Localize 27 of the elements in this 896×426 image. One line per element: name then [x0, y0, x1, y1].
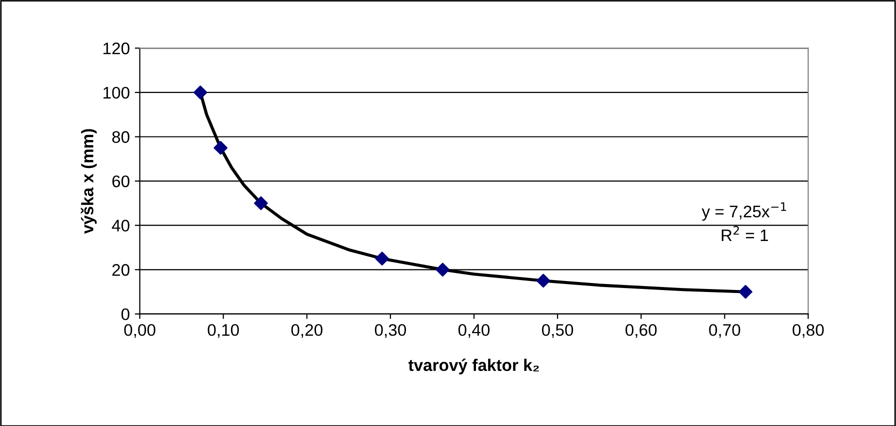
y-tick-label: 100 — [104, 86, 130, 99]
point — [254, 196, 268, 210]
x-tick-label: 0,80 — [792, 324, 824, 338]
annotation: R$^{2}$ = 1 — [722, 226, 768, 242]
y-tick-label: 40 — [112, 220, 130, 232]
y-tick-label: 120 — [104, 42, 130, 54]
y-tick-label: 0 — [121, 308, 130, 320]
point — [375, 252, 389, 266]
point — [536, 274, 550, 288]
y-tick-label: 60 — [112, 175, 130, 188]
x-tick-label: 0,30 — [374, 324, 406, 338]
point — [436, 262, 450, 277]
y-tick-label: 80 — [112, 131, 130, 143]
x-tick-label: 0,60 — [626, 324, 657, 338]
x-tick-label: 0,50 — [542, 324, 574, 338]
x-tick-label: 0,40 — [458, 324, 490, 338]
y-tick-label: 20 — [112, 264, 130, 276]
x-tick-label: 0,10 — [208, 324, 239, 338]
x-axis-title: tvarový faktor k₂ — [408, 358, 539, 374]
point — [738, 284, 752, 299]
x-tick-label: 0,20 — [291, 324, 322, 338]
point — [214, 140, 228, 155]
point — [193, 86, 208, 100]
x-tick-label: 0,00 — [124, 324, 156, 338]
x-tick-label: 0,70 — [709, 324, 740, 338]
y-axis-title: výška x (mm) — [80, 129, 97, 234]
annotation: y = 7,25x$^{−1}$ — [702, 202, 786, 221]
